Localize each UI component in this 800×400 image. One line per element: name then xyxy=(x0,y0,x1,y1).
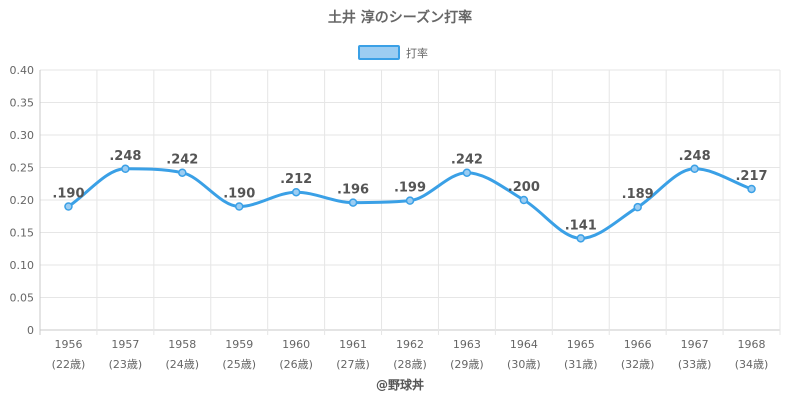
data-label: .190 xyxy=(223,187,255,202)
data-point[interactable] xyxy=(234,202,244,211)
data-point[interactable] xyxy=(462,168,472,177)
data-label: .190 xyxy=(52,187,84,202)
y-tick-label: 0.20 xyxy=(10,194,35,207)
data-label: .248 xyxy=(679,149,711,164)
data-point[interactable] xyxy=(64,202,73,211)
x-tick-label: 1963 xyxy=(453,338,481,351)
credit-text: @野球丼 xyxy=(376,377,424,392)
data-label: .141 xyxy=(565,218,597,233)
series-batting-average xyxy=(64,164,756,243)
y-tick-label: 0.05 xyxy=(10,292,35,305)
x-tick-label: 1967 xyxy=(681,338,709,351)
x-tick-label: 1956 xyxy=(54,338,82,351)
x-tick-sublabel: (33歳) xyxy=(678,358,712,371)
x-tick-sublabel: (25歳) xyxy=(222,358,256,371)
legend[interactable]: 打率 xyxy=(358,45,428,60)
data-label: .200 xyxy=(508,180,540,195)
data-point[interactable] xyxy=(633,202,642,212)
data-point[interactable] xyxy=(690,164,699,174)
data-label: .199 xyxy=(394,181,426,196)
x-tick-label: 1961 xyxy=(339,338,367,351)
data-label: .189 xyxy=(622,187,654,202)
x-tick-sublabel: (24歳) xyxy=(166,358,200,371)
x-tick-sublabel: (32歳) xyxy=(621,358,655,371)
y-tick-label: 0.25 xyxy=(10,162,35,175)
x-tick-label: 1962 xyxy=(396,338,424,351)
legend-label: 打率 xyxy=(406,46,428,60)
x-tick-label: 1966 xyxy=(624,338,652,351)
data-point[interactable] xyxy=(405,196,415,205)
x-tick-label: 1965 xyxy=(567,338,595,351)
x-tick-label: 1960 xyxy=(282,338,310,351)
x-tick-label: 1959 xyxy=(225,338,253,351)
x-tick-sublabel: (30歳) xyxy=(507,358,541,371)
data-point[interactable] xyxy=(121,164,130,174)
x-tick-label: 1957 xyxy=(111,338,139,351)
data-point[interactable] xyxy=(519,195,529,205)
data-label: .196 xyxy=(337,183,369,198)
data-label: .242 xyxy=(166,153,198,168)
y-tick-label: 0.40 xyxy=(10,64,35,77)
x-tick-sublabel: (22歳) xyxy=(52,358,86,371)
y-axis: 0 0.05 0.10 0.15 0.20 0.25 0.30 0.35 0.40 xyxy=(10,64,35,337)
x-tick-sublabel: (26歳) xyxy=(279,358,313,371)
x-tick-label: 1964 xyxy=(510,338,538,351)
y-tick-label: 0.15 xyxy=(10,227,35,240)
data-label: .217 xyxy=(735,169,767,184)
legend-swatch xyxy=(358,45,400,60)
y-tick-label: 0 xyxy=(27,324,34,337)
x-tick-label: 1958 xyxy=(168,338,196,351)
data-labels: .190 .248 .242 .190 .212 .196 .199 .242 .200 .141… xyxy=(52,149,767,234)
x-tick-sublabel: (23歳) xyxy=(109,358,143,371)
x-tick-sublabel: (34歳) xyxy=(735,358,769,371)
data-point[interactable] xyxy=(747,184,756,194)
data-point[interactable] xyxy=(291,187,301,197)
x-tick-label: 1968 xyxy=(738,338,766,351)
x-tick-sublabel: (29歳) xyxy=(450,358,484,371)
y-tick-label: 0.30 xyxy=(10,129,35,142)
data-label: .242 xyxy=(451,153,483,168)
x-tick-sublabel: (27歳) xyxy=(336,358,370,371)
x-tick-sublabel: (31歳) xyxy=(564,358,598,371)
data-label: .212 xyxy=(280,172,312,187)
y-tick-label: 0.10 xyxy=(10,259,35,272)
x-tick-sublabel: (28歳) xyxy=(393,358,427,371)
y-tick-label: 0.35 xyxy=(10,97,35,110)
data-label: .248 xyxy=(109,149,141,164)
data-point[interactable] xyxy=(178,168,187,177)
chart-title: 土井 淳のシーズン打率 xyxy=(328,9,472,26)
data-point[interactable] xyxy=(348,198,358,207)
x-axis: 1956 (22歳) 1957 (23歳) 1958 (24歳) 1959 (25歳) 1960… xyxy=(52,338,769,371)
data-point[interactable] xyxy=(576,234,586,243)
